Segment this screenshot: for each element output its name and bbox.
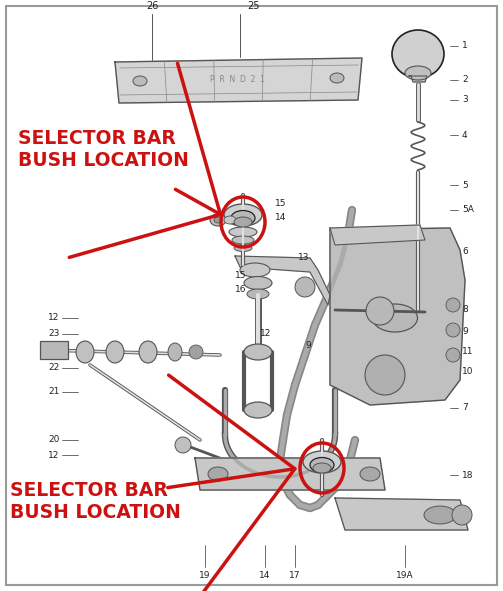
Polygon shape <box>330 228 465 405</box>
Ellipse shape <box>247 289 269 299</box>
Text: 10: 10 <box>462 368 473 376</box>
Text: 22: 22 <box>48 363 59 372</box>
Ellipse shape <box>360 467 380 481</box>
Ellipse shape <box>392 30 444 78</box>
Circle shape <box>446 323 460 337</box>
Ellipse shape <box>229 227 257 237</box>
Polygon shape <box>235 256 330 305</box>
Circle shape <box>446 298 460 312</box>
Ellipse shape <box>224 204 262 226</box>
Ellipse shape <box>232 236 254 244</box>
Text: 19: 19 <box>199 570 211 580</box>
Ellipse shape <box>214 217 222 223</box>
Text: 1: 1 <box>462 41 468 50</box>
Text: 12: 12 <box>48 450 59 459</box>
Text: 12: 12 <box>48 313 59 323</box>
Text: 18: 18 <box>462 470 473 479</box>
Text: 7: 7 <box>462 404 468 413</box>
Circle shape <box>446 348 460 362</box>
Ellipse shape <box>303 451 341 473</box>
Text: 23: 23 <box>48 330 59 339</box>
Text: P  R  N  D  2  1: P R N D 2 1 <box>210 76 265 85</box>
Ellipse shape <box>234 245 252 252</box>
Text: 20: 20 <box>48 436 59 444</box>
Circle shape <box>366 297 394 325</box>
Text: 6: 6 <box>462 248 468 256</box>
Polygon shape <box>115 58 362 103</box>
Circle shape <box>295 277 315 297</box>
Ellipse shape <box>168 343 182 361</box>
Ellipse shape <box>234 217 252 227</box>
Text: 11: 11 <box>462 348 473 356</box>
Text: 21: 21 <box>48 388 59 397</box>
Text: 14: 14 <box>260 570 271 580</box>
Text: 15: 15 <box>275 200 287 209</box>
Ellipse shape <box>240 263 270 277</box>
Ellipse shape <box>208 467 228 481</box>
Ellipse shape <box>373 304 417 332</box>
Circle shape <box>189 345 203 359</box>
Polygon shape <box>330 225 425 245</box>
Ellipse shape <box>424 506 456 524</box>
Ellipse shape <box>76 341 94 363</box>
Text: SELECTOR BAR: SELECTOR BAR <box>10 481 168 500</box>
Ellipse shape <box>210 214 226 226</box>
Text: BUSH LOCATION: BUSH LOCATION <box>10 503 181 522</box>
Polygon shape <box>409 76 427 82</box>
Ellipse shape <box>224 216 236 224</box>
Text: 17: 17 <box>289 570 301 580</box>
Text: 5A: 5A <box>462 206 474 215</box>
Text: SELECTOR BAR: SELECTOR BAR <box>18 129 176 148</box>
Ellipse shape <box>139 341 157 363</box>
Ellipse shape <box>244 344 272 360</box>
Circle shape <box>365 355 405 395</box>
Circle shape <box>452 505 472 525</box>
Ellipse shape <box>231 210 255 226</box>
Text: 12: 12 <box>260 329 272 337</box>
Ellipse shape <box>106 341 124 363</box>
Ellipse shape <box>330 73 344 83</box>
Text: 14: 14 <box>275 213 286 222</box>
Text: 9: 9 <box>462 327 468 336</box>
Text: 8: 8 <box>462 306 468 314</box>
Text: 26: 26 <box>146 1 158 11</box>
Text: 9: 9 <box>305 340 311 349</box>
Text: 16: 16 <box>235 285 246 294</box>
Text: 2: 2 <box>462 76 468 85</box>
Text: 13: 13 <box>298 254 309 262</box>
Text: 15: 15 <box>235 271 246 280</box>
Text: 19A: 19A <box>396 570 414 580</box>
Ellipse shape <box>244 402 272 418</box>
Text: BUSH LOCATION: BUSH LOCATION <box>18 151 189 170</box>
Text: 25: 25 <box>248 1 260 11</box>
Polygon shape <box>195 458 385 490</box>
Ellipse shape <box>310 457 334 472</box>
Ellipse shape <box>244 277 272 290</box>
Text: 5: 5 <box>462 180 468 190</box>
FancyBboxPatch shape <box>40 341 68 359</box>
Ellipse shape <box>313 463 331 473</box>
Text: 4: 4 <box>462 131 468 139</box>
Circle shape <box>175 437 191 453</box>
Ellipse shape <box>405 66 431 80</box>
Text: 3: 3 <box>462 96 468 105</box>
Polygon shape <box>335 498 468 530</box>
Ellipse shape <box>133 76 147 86</box>
